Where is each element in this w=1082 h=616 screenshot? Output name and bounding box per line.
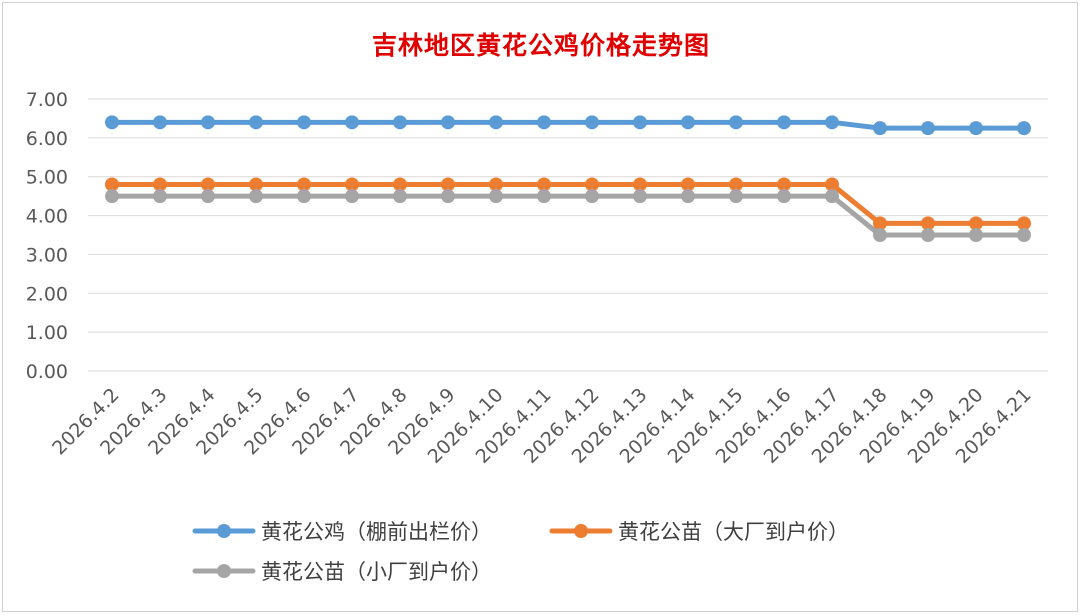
- data-point: [153, 177, 167, 192]
- data-point: [921, 121, 935, 136]
- y-tick-label: 5.00: [26, 167, 68, 189]
- data-point: [201, 189, 215, 204]
- data-point: [153, 189, 167, 204]
- data-point: [201, 115, 215, 130]
- legend-label: 黄花公苗（小厂到户价）: [261, 560, 492, 584]
- data-point: [345, 189, 359, 204]
- data-point: [585, 177, 599, 192]
- legend: 黄花公鸡（棚前出栏价） 黄花公苗（大厂到户价） 黄花公苗（小厂到户价）: [192, 520, 849, 584]
- series-3: [105, 189, 1031, 242]
- data-point: [777, 177, 791, 192]
- data-point: [297, 177, 311, 192]
- series-line: [109, 181, 1027, 226]
- data-point: [681, 115, 695, 130]
- data-point: [729, 177, 743, 192]
- data-point: [345, 115, 359, 130]
- x-axis-ticks: 2026.4.22026.4.32026.4.42026.4.52026.4.6…: [48, 384, 1035, 468]
- data-point: [825, 177, 839, 192]
- data-point: [489, 115, 503, 130]
- data-point: [537, 189, 551, 204]
- legend-item: 黄花公苗（大厂到户价）: [549, 520, 849, 544]
- data-point: [1017, 216, 1031, 231]
- data-point: [969, 121, 983, 136]
- data-point: [105, 189, 119, 204]
- data-point: [441, 189, 455, 204]
- data-point: [393, 115, 407, 130]
- data-point: [633, 177, 647, 192]
- data-point: [825, 115, 839, 130]
- data-point: [921, 228, 935, 242]
- data-point: [729, 189, 743, 204]
- data-point: [537, 115, 551, 130]
- data-point: [633, 115, 647, 130]
- series-1: [105, 115, 1031, 136]
- y-axis-ticks: 0.00 1.00 2.00 3.00 4.00 5.00 6.00 7.00: [26, 89, 68, 383]
- legend-item: 黄花公苗（小厂到户价）: [192, 560, 492, 584]
- data-point: [201, 177, 215, 192]
- data-point: [153, 115, 167, 130]
- data-point: [441, 115, 455, 130]
- data-point: [873, 228, 887, 242]
- data-point: [393, 189, 407, 204]
- data-point: [729, 115, 743, 130]
- data-point: [105, 115, 119, 130]
- y-tick-label: 6.00: [26, 128, 68, 150]
- series-2: [105, 177, 1031, 231]
- legend-swatch-marker: [217, 524, 231, 538]
- data-point: [777, 115, 791, 130]
- data-point: [921, 216, 935, 231]
- legend-label: 黄花公鸡（棚前出栏价）: [261, 520, 492, 544]
- legend-label: 黄花公苗（大厂到户价）: [618, 520, 849, 544]
- data-point: [489, 189, 503, 204]
- data-point: [393, 177, 407, 192]
- data-point: [249, 189, 263, 204]
- data-point: [249, 115, 263, 130]
- data-point: [585, 189, 599, 204]
- data-point: [585, 115, 599, 130]
- data-point: [681, 177, 695, 192]
- series-line: [109, 193, 1027, 238]
- chart-title: 吉林地区黄花公鸡价格走势图: [371, 31, 710, 60]
- y-tick-label: 2.00: [26, 283, 68, 305]
- series-line: [109, 119, 1027, 131]
- data-point: [873, 121, 887, 136]
- data-point: [1017, 121, 1031, 136]
- data-point: [1017, 228, 1031, 242]
- legend-swatch-marker: [217, 564, 231, 578]
- y-tick-label: 7.00: [26, 89, 68, 111]
- y-tick-label: 3.00: [26, 244, 68, 266]
- data-point: [441, 177, 455, 192]
- legend-swatch-marker: [574, 524, 588, 538]
- data-point: [345, 177, 359, 192]
- data-point: [537, 177, 551, 192]
- y-tick-label: 1.00: [26, 322, 68, 344]
- y-tick-label: 0.00: [26, 361, 68, 383]
- data-point: [969, 216, 983, 231]
- data-point: [297, 189, 311, 204]
- data-point: [489, 177, 503, 192]
- y-tick-label: 4.00: [26, 206, 68, 228]
- data-point: [825, 189, 839, 204]
- data-point: [105, 177, 119, 192]
- data-point: [969, 228, 983, 242]
- data-point: [873, 216, 887, 231]
- data-point: [249, 177, 263, 192]
- gridlines: [88, 98, 1048, 372]
- series-lines: [105, 115, 1031, 242]
- data-point: [777, 189, 791, 204]
- legend-item: 黄花公鸡（棚前出栏价）: [192, 520, 492, 544]
- data-point: [681, 189, 695, 204]
- data-point: [297, 115, 311, 130]
- data-point: [633, 189, 647, 204]
